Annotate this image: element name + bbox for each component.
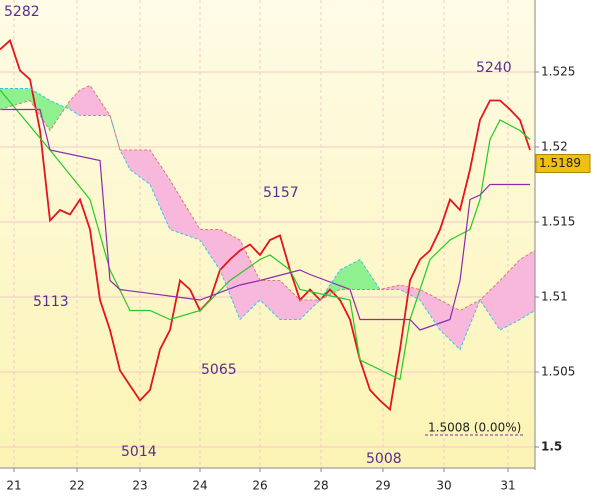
annotation: 5282	[4, 4, 40, 20]
cloud-fill	[220, 229, 240, 320]
cloud-fill	[380, 285, 400, 290]
x-tick-label: 30	[436, 479, 451, 493]
marker-label: 1.5008 (0.00%)	[428, 421, 521, 435]
plot-area	[0, 0, 535, 468]
y-tick-label: 1.525	[541, 65, 575, 79]
cloud-edge	[0, 84, 536, 312]
annotation: 5014	[121, 444, 157, 460]
cloud-fill	[120, 150, 130, 170]
cloud-fill	[240, 240, 260, 320]
cloud-fill	[170, 180, 200, 240]
cloud-fill	[260, 280, 280, 320]
annotation: 5240	[476, 60, 512, 76]
x-tick-label: 28	[313, 479, 328, 493]
cloud-fill	[440, 300, 460, 350]
y-tick-label: 1.5	[541, 440, 562, 454]
cloud-fill	[150, 150, 170, 230]
x-tick-label: 31	[500, 479, 515, 493]
series-line	[0, 89, 531, 381]
cloud-fill	[420, 289, 440, 330]
cloud-fill	[520, 250, 535, 320]
cloud-fill	[0, 88, 30, 110]
cloud-fill	[130, 150, 150, 185]
cloud-fill	[80, 85, 90, 116]
y-tick-label: 1.505	[541, 365, 575, 379]
series-line	[0, 38, 531, 412]
annotation: 5008	[366, 451, 402, 467]
y-tick-label: 1.515	[541, 215, 575, 229]
y-tick-label: 1.51	[541, 290, 568, 304]
x-tick-label: 24	[192, 479, 207, 493]
cloud-fill	[90, 85, 100, 116]
cloud-edge	[0, 88, 536, 351]
x-tick-label: 22	[69, 479, 84, 493]
cloud-fill	[400, 285, 420, 300]
x-tick-label: 26	[252, 479, 267, 493]
cloud-fill	[500, 259, 520, 330]
y-tick-label: 1.52	[541, 140, 568, 154]
annotation: 5113	[33, 294, 69, 310]
x-tick-label: 21	[6, 479, 21, 493]
cloud-fill	[480, 280, 500, 330]
last-price-box	[535, 154, 591, 173]
cloud-fill	[340, 259, 360, 290]
last-price-label: 1.5189	[539, 156, 581, 170]
cloud-fill	[280, 280, 300, 320]
series-line	[0, 108, 530, 331]
x-tick-label: 23	[132, 479, 147, 493]
cloud-fill	[200, 229, 220, 270]
annotation: 5157	[263, 185, 299, 201]
cloud-fill	[70, 90, 80, 116]
annotation: 5065	[201, 362, 237, 378]
x-tick-label: 29	[375, 479, 390, 493]
